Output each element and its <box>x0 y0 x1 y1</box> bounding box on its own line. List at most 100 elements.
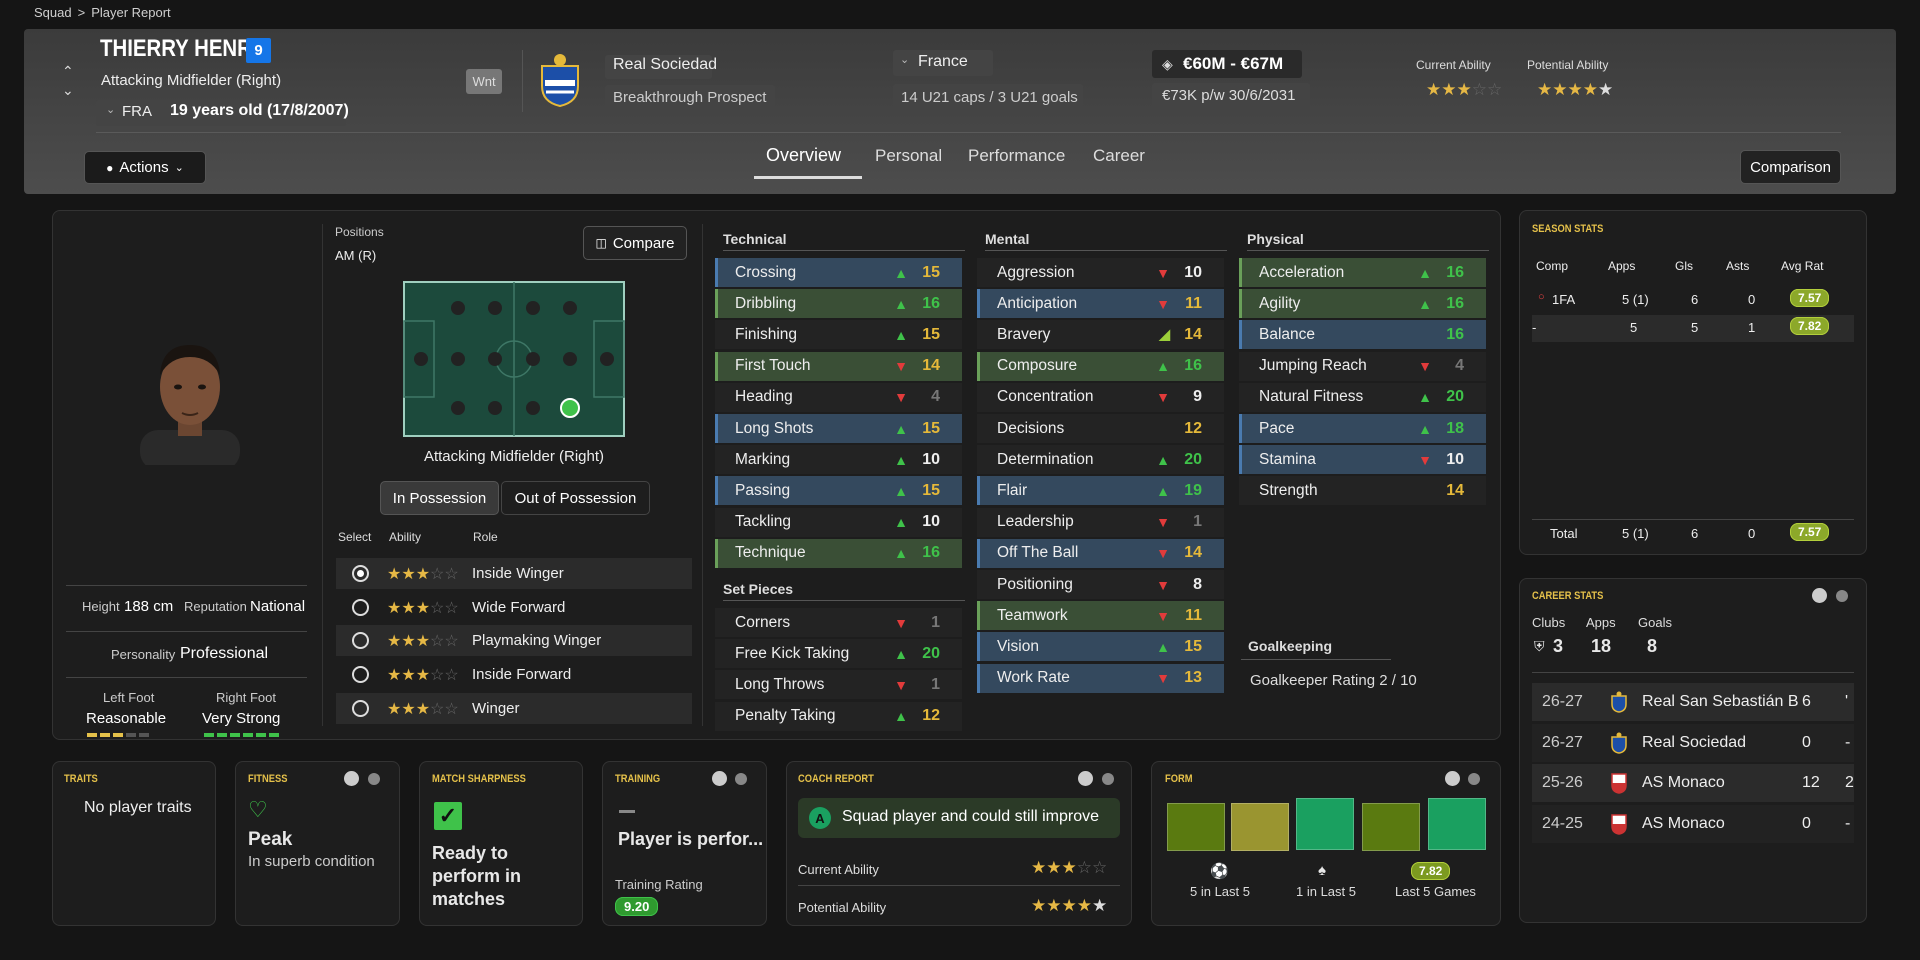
attribute-marking[interactable]: Marking ▲ 10 <box>715 445 962 475</box>
career-row[interactable]: 24-25 AS Monaco 0 - <box>1532 804 1854 843</box>
attribute-name: Composure <box>997 357 1078 375</box>
season-row-rating: 7.57 <box>1790 289 1830 307</box>
club-name[interactable]: Real Sociedad <box>613 56 718 73</box>
attribute-leadership[interactable]: Leadership ▼ 1 <box>977 507 1224 537</box>
trend-up-icon: ▲ <box>894 451 908 468</box>
tab-overview[interactable]: Overview <box>766 145 842 165</box>
attribute-jumping-reach[interactable]: Jumping Reach ▼ 4 <box>1239 351 1486 381</box>
role-row[interactable]: ★★★☆☆ Playmaking Winger <box>336 625 692 656</box>
career-row[interactable]: 25-26 AS Monaco 12 2 <box>1532 764 1854 802</box>
form-bar[interactable] <box>1362 803 1420 851</box>
career-row[interactable]: 26-27 Real San Sebastián B 6 ' <box>1532 683 1854 721</box>
attribute-name: Technique <box>735 544 806 562</box>
view-toggle-icon[interactable] <box>1445 771 1460 786</box>
attribute-composure[interactable]: Composure ▲ 16 <box>977 351 1224 381</box>
view-toggle-icon[interactable] <box>1836 590 1848 602</box>
season-col-asts: Asts <box>1726 259 1750 273</box>
comparison-button[interactable]: Comparison <box>1740 150 1841 184</box>
attribute-heading[interactable]: Heading ▼ 4 <box>715 382 962 412</box>
view-toggle-icon[interactable] <box>735 773 747 785</box>
role-radio[interactable] <box>352 565 369 582</box>
attribute-name: Penalty Taking <box>735 707 836 725</box>
view-toggle-icon[interactable] <box>1812 588 1827 603</box>
next-player-icon[interactable]: ⌄ <box>62 82 74 98</box>
tab-performance[interactable]: Performance <box>968 146 1066 165</box>
compare-label: Compare <box>612 234 675 252</box>
tab-personal[interactable]: Personal <box>875 146 943 165</box>
attribute-balance[interactable]: Balance 16 <box>1239 320 1486 350</box>
form-bar[interactable] <box>1428 798 1486 850</box>
attribute-name: Anticipation <box>997 294 1078 312</box>
attribute-work-rate[interactable]: Work Rate ▼ 13 <box>977 663 1224 693</box>
attribute-long-throws[interactable]: Long Throws ▼ 1 <box>715 670 962 700</box>
attribute-concentration[interactable]: Concentration ▼ 9 <box>977 382 1224 412</box>
view-toggle-icon[interactable] <box>1102 773 1114 785</box>
attribute-tackling[interactable]: Tackling ▲ 10 <box>715 507 962 537</box>
attribute-vision[interactable]: Vision ▲ 15 <box>977 632 1224 662</box>
view-toggle-icon[interactable] <box>1468 773 1480 785</box>
out-of-possession-button[interactable]: Out of Possession <box>501 481 650 515</box>
attribute-anticipation[interactable]: Anticipation ▼ 11 <box>977 289 1224 319</box>
sharpness-text: Ready to perform in matches <box>432 843 522 909</box>
season-row-apps: 5 <box>1630 320 1638 335</box>
view-toggle-icon[interactable] <box>368 773 380 785</box>
in-possession-button[interactable]: In Possession <box>380 481 499 515</box>
attribute-penalty-taking[interactable]: Penalty Taking ▲ 12 <box>715 701 962 731</box>
attribute-decisions[interactable]: Decisions 12 <box>977 414 1224 443</box>
attribute-bravery[interactable]: Bravery ◢ 14 <box>977 320 1224 350</box>
prev-player-icon[interactable]: ⌃ <box>62 63 74 79</box>
attribute-agility[interactable]: Agility ▲ 16 <box>1239 289 1486 319</box>
attribute-free-kick-taking[interactable]: Free Kick Taking ▲ 20 <box>715 639 962 669</box>
form-bar[interactable] <box>1296 798 1354 850</box>
form-bar[interactable] <box>1167 803 1225 851</box>
role-radio[interactable] <box>352 700 369 717</box>
attribute-corners[interactable]: Corners ▼ 1 <box>715 608 962 637</box>
trend-up-icon: ◢ <box>1159 326 1170 343</box>
breadcrumb-current: Player Report <box>91 5 171 20</box>
attribute-acceleration[interactable]: Acceleration ▲ 16 <box>1239 258 1486 287</box>
attribute-value: 11 <box>1185 606 1202 624</box>
season-stats-title: SEASON STATS <box>1532 223 1604 235</box>
attribute-off-the-ball[interactable]: Off The Ball ▼ 14 <box>977 538 1224 568</box>
attribute-long-shots[interactable]: Long Shots ▲ 15 <box>715 414 962 443</box>
role-row[interactable]: ★★★☆☆ Wide Forward <box>336 592 692 623</box>
club-crest-icon <box>1610 732 1628 759</box>
view-toggle-icon[interactable] <box>1078 771 1093 786</box>
attribute-flair[interactable]: Flair ▲ 19 <box>977 476 1224 506</box>
attribute-first-touch[interactable]: First Touch ▼ 14 <box>715 351 962 381</box>
attribute-determination[interactable]: Determination ▲ 20 <box>977 445 1224 475</box>
attribute-strength[interactable]: Strength 14 <box>1239 476 1486 506</box>
goalkeeping-title: Goalkeeping <box>1248 638 1333 654</box>
attribute-name: Stamina <box>1259 450 1316 468</box>
view-toggle-icon[interactable] <box>344 771 359 786</box>
role-radio[interactable] <box>352 632 369 649</box>
career-row[interactable]: 26-27 Real Sociedad 0 - <box>1532 723 1854 762</box>
role-row[interactable]: ★★★☆☆ Winger <box>336 693 692 724</box>
attribute-finishing[interactable]: Finishing ▲ 15 <box>715 320 962 350</box>
role-row[interactable]: ★★★☆☆ Inside Forward <box>336 659 692 690</box>
attribute-teamwork[interactable]: Teamwork ▼ 11 <box>977 601 1224 631</box>
tab-career[interactable]: Career <box>1093 146 1145 165</box>
divider <box>702 224 703 726</box>
attribute-technique[interactable]: Technique ▲ 16 <box>715 538 962 568</box>
actions-button[interactable]: ● Actions ⌄ <box>84 151 206 184</box>
attribute-stamina[interactable]: Stamina ▼ 10 <box>1239 445 1486 475</box>
attribute-passing[interactable]: Passing ▲ 15 <box>715 476 962 506</box>
attribute-crossing[interactable]: Crossing ▲ 15 <box>715 258 962 287</box>
attribute-aggression[interactable]: Aggression ▼ 10 <box>977 258 1224 287</box>
attribute-natural-fitness[interactable]: Natural Fitness ▲ 20 <box>1239 382 1486 412</box>
attribute-dribbling[interactable]: Dribbling ▲ 16 <box>715 289 962 319</box>
trend-up-icon: ▲ <box>1156 451 1170 468</box>
attribute-positioning[interactable]: Positioning ▼ 8 <box>977 570 1224 599</box>
view-toggle-icon[interactable] <box>712 771 727 786</box>
compare-button[interactable]: ◫ Compare <box>583 226 687 260</box>
role-radio[interactable] <box>352 666 369 683</box>
attribute-value: 20 <box>922 644 940 662</box>
role-row[interactable]: ★★★☆☆ Inside Winger <box>336 558 692 589</box>
role-radio[interactable] <box>352 599 369 616</box>
trend-up-icon: ▲ <box>1418 389 1432 406</box>
season-col-comp: Comp <box>1536 259 1569 273</box>
attribute-pace[interactable]: Pace ▲ 18 <box>1239 414 1486 443</box>
form-bar[interactable] <box>1231 803 1289 851</box>
breadcrumb-root[interactable]: Squad <box>34 5 72 20</box>
